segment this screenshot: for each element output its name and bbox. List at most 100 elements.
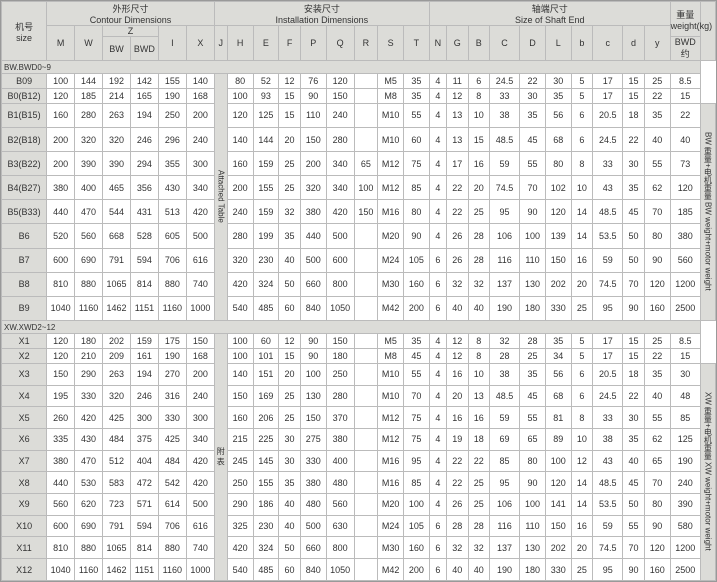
- table-cell: 55: [644, 152, 670, 176]
- row-header: B5(B33): [2, 200, 47, 224]
- table-cell: [354, 428, 378, 450]
- col-E: E: [253, 26, 279, 61]
- table-cell: 880: [75, 272, 103, 296]
- table-cell: [354, 515, 378, 537]
- table-cell: 791: [103, 248, 131, 272]
- table-cell: 15: [279, 103, 301, 127]
- table-cell: 5: [571, 349, 593, 364]
- table-cell: 55: [520, 407, 546, 429]
- table-cell: 70: [520, 176, 546, 200]
- table-cell: 200: [186, 363, 214, 385]
- table-cell: 594: [130, 248, 158, 272]
- col-H: H: [227, 26, 253, 61]
- table-cell: 390: [670, 494, 700, 516]
- table-cell: [354, 272, 378, 296]
- table-cell: 20: [279, 363, 301, 385]
- table-cell: 53.5: [593, 494, 623, 516]
- table-cell: 14: [571, 224, 593, 248]
- table-cell: 10: [571, 176, 593, 200]
- row-header: X10: [2, 515, 47, 537]
- table-cell: [354, 103, 378, 127]
- table-cell: 12: [447, 349, 469, 364]
- table-cell: M8: [378, 89, 404, 104]
- table-cell: 300: [186, 407, 214, 429]
- table-cell: 35: [644, 363, 670, 385]
- table-cell: 60: [403, 128, 429, 152]
- table-cell: 25: [468, 472, 490, 494]
- table-cell: 101: [253, 349, 279, 364]
- table-cell: 4: [429, 428, 446, 450]
- table-cell: 275: [300, 428, 326, 450]
- table-cell: 425: [158, 428, 186, 450]
- table-cell: 740: [186, 537, 214, 559]
- table-cell: 16: [571, 248, 593, 272]
- table-cell: 56: [545, 103, 571, 127]
- table-cell: 605: [158, 224, 186, 248]
- table-cell: 1050: [326, 296, 354, 320]
- table-cell: 15: [279, 349, 301, 364]
- table-cell: 68: [545, 385, 571, 407]
- table-cell: 430: [158, 176, 186, 200]
- table-cell: 330: [300, 450, 326, 472]
- table-cell: 150: [545, 248, 571, 272]
- table-cell: 130: [300, 385, 326, 407]
- table-cell: 30: [279, 428, 301, 450]
- table-cell: 100: [354, 176, 378, 200]
- table-cell: 185: [670, 200, 700, 224]
- table-cell: 6: [571, 128, 593, 152]
- table-cell: 380: [670, 224, 700, 248]
- table-cell: 4: [429, 472, 446, 494]
- table-cell: 18: [623, 363, 645, 385]
- row-header: X7: [2, 450, 47, 472]
- table-cell: 195: [47, 385, 75, 407]
- table-cell: 4: [429, 152, 446, 176]
- table-cell: 355: [158, 152, 186, 176]
- table-cell: 75: [403, 152, 429, 176]
- table-cell: 120: [326, 74, 354, 89]
- table-cell: 614: [158, 494, 186, 516]
- table-cell: 8.5: [670, 74, 700, 89]
- table-cell: 1050: [326, 559, 354, 581]
- header-size: 机号size: [2, 2, 47, 61]
- table-cell: 105: [403, 515, 429, 537]
- table-cell: 62: [644, 428, 670, 450]
- table-cell: 400: [75, 176, 103, 200]
- table-cell: 160: [644, 296, 670, 320]
- table-cell: 30: [670, 363, 700, 385]
- table-cell: 85: [403, 472, 429, 494]
- table-cell: 116: [490, 248, 520, 272]
- table-cell: 13: [447, 103, 469, 127]
- table-cell: 202: [103, 334, 131, 349]
- table-cell: 4: [429, 450, 446, 472]
- table-cell: 250: [326, 363, 354, 385]
- table-cell: 380: [326, 428, 354, 450]
- table-cell: 168: [186, 89, 214, 104]
- table-cell: 668: [103, 224, 131, 248]
- table-cell: 330: [158, 407, 186, 429]
- row-header: X3: [2, 363, 47, 385]
- table-cell: 200: [47, 152, 75, 176]
- table-cell: [354, 407, 378, 429]
- table-cell: 1200: [670, 272, 700, 296]
- col-N: N: [429, 26, 446, 61]
- table-cell: 150: [186, 334, 214, 349]
- table-cell: 120: [644, 272, 670, 296]
- table-cell: 95: [593, 296, 623, 320]
- table-cell: 45: [520, 385, 546, 407]
- table-cell: 225: [253, 428, 279, 450]
- table-cell: 150: [300, 407, 326, 429]
- table-cell: 2500: [670, 559, 700, 581]
- table-cell: 81: [545, 407, 571, 429]
- row-header: X1: [2, 334, 47, 349]
- table-cell: 330: [75, 385, 103, 407]
- table-cell: 263: [103, 363, 131, 385]
- section-header: BW.BWD0~9: [2, 61, 701, 74]
- col-J: J: [214, 26, 227, 61]
- table-cell: 125: [253, 103, 279, 127]
- table-cell: 540: [227, 559, 253, 581]
- table-cell: 13: [468, 385, 490, 407]
- table-cell: 59: [593, 515, 623, 537]
- table-cell: M5: [378, 334, 404, 349]
- table-cell: 8: [468, 334, 490, 349]
- table-cell: 340: [326, 152, 354, 176]
